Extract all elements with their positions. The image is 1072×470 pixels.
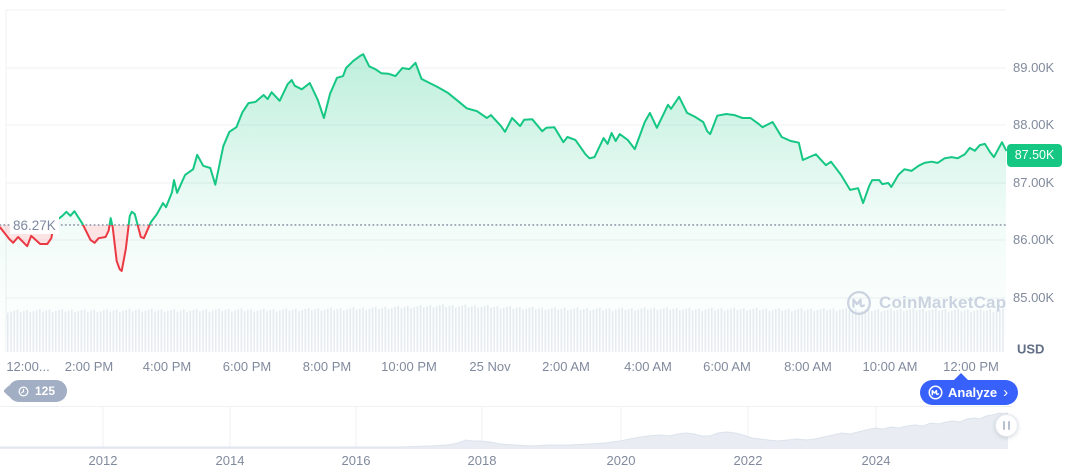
time-axis-label: 8:00 AM bbox=[784, 359, 832, 374]
price-axis-label: 87.00K bbox=[1013, 175, 1055, 190]
time-axis-label: 6:00 AM bbox=[703, 359, 751, 374]
price-chart-canvas[interactable] bbox=[0, 0, 1012, 352]
current-price-badge: 87.50K bbox=[1007, 143, 1062, 167]
coinmarketcap-logo-icon bbox=[846, 290, 872, 316]
time-axis-label: 2:00 PM bbox=[64, 359, 114, 374]
watermark-text: CoinMarketCap bbox=[879, 293, 1007, 312]
time-axis-label: 25 Nov bbox=[469, 359, 511, 374]
handle-grip-icon bbox=[1008, 421, 1010, 430]
price-axis-label: 88.00K bbox=[1013, 117, 1055, 132]
chevron-right-icon: › bbox=[1003, 384, 1009, 401]
previous-close-label: 86.27K bbox=[10, 217, 59, 234]
time-axis-label: 12:00 PM bbox=[943, 359, 999, 374]
year-label: 2012 bbox=[88, 453, 118, 468]
timeline-minimap[interactable] bbox=[0, 406, 1072, 454]
history-count: 125 bbox=[35, 384, 56, 398]
price-axis-label: 86.00K bbox=[1013, 232, 1055, 247]
time-axis-label: 12:00... bbox=[6, 359, 50, 374]
price-axis-label: 85.00K bbox=[1013, 290, 1055, 305]
price-axis-label: 89.00K bbox=[1013, 60, 1055, 75]
year-label: 2022 bbox=[733, 453, 763, 468]
analyze-button[interactable]: Analyze › bbox=[920, 373, 1019, 405]
year-label: 2024 bbox=[861, 453, 891, 468]
currency-label: USD bbox=[1017, 341, 1045, 357]
time-axis-label: 10:00 PM bbox=[381, 359, 437, 374]
handle-grip-icon bbox=[1003, 421, 1005, 430]
history-clock-icon bbox=[17, 385, 30, 398]
year-label: 2020 bbox=[606, 453, 636, 468]
coinmarketcap-watermark: CoinMarketCap bbox=[846, 290, 1006, 316]
time-axis-label: 6:00 PM bbox=[222, 359, 272, 374]
analyze-label: Analyze bbox=[948, 385, 998, 400]
coinmarketcap-logo-icon bbox=[928, 385, 943, 400]
time-axis-label: 4:00 PM bbox=[142, 359, 192, 374]
year-label: 2016 bbox=[341, 453, 371, 468]
range-slider-handle[interactable] bbox=[995, 414, 1018, 437]
history-count-badge[interactable]: 125 bbox=[8, 380, 68, 402]
year-label: 2018 bbox=[467, 453, 497, 468]
time-axis-label: 10:00 AM bbox=[862, 359, 918, 374]
time-axis-label: 4:00 AM bbox=[624, 359, 672, 374]
time-axis-label: 2:00 AM bbox=[542, 359, 590, 374]
time-axis-label: 8:00 PM bbox=[302, 359, 352, 374]
year-label: 2014 bbox=[215, 453, 245, 468]
